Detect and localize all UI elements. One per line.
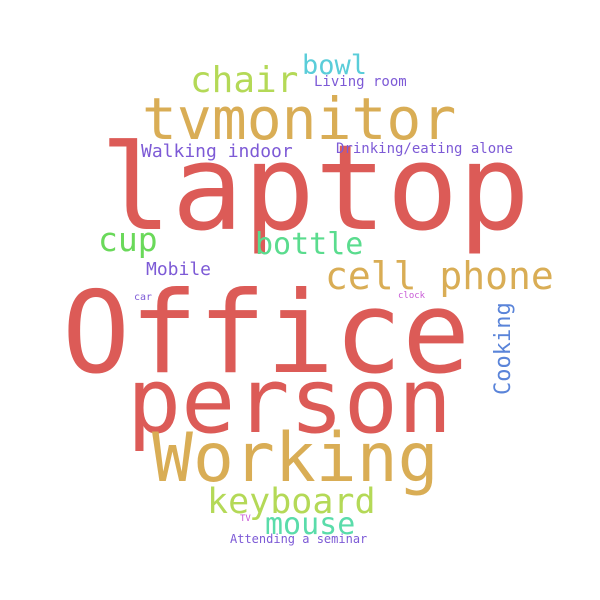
word-car: car bbox=[134, 292, 153, 303]
word-drinking-eating-alone: Drinking/eating alone bbox=[336, 141, 514, 157]
word-laptop: laptop bbox=[100, 120, 530, 258]
word-chair: chair bbox=[190, 60, 299, 101]
word-person: person bbox=[127, 349, 453, 454]
word-cup: cup bbox=[98, 220, 158, 259]
word-cooking: Cooking bbox=[491, 302, 516, 395]
word-attending-a-seminar: Attending a seminar bbox=[230, 532, 368, 546]
word-office: Office bbox=[62, 267, 471, 399]
word-walking-indoor: Walking indoor bbox=[141, 141, 293, 162]
word-keyboard: keyboard bbox=[207, 482, 376, 522]
word-bowl: bowl bbox=[302, 50, 368, 81]
word-mobile: Mobile bbox=[146, 259, 212, 280]
word-working: Working bbox=[152, 419, 439, 498]
word-bottle: bottle bbox=[255, 227, 364, 262]
word-living-room: Living room bbox=[314, 74, 407, 90]
word-clock: clock bbox=[398, 291, 426, 301]
word-mouse: mouse bbox=[265, 507, 356, 542]
word-tvmonitor: tvmonitor bbox=[142, 85, 457, 153]
word-tv: TV bbox=[240, 514, 251, 524]
word-cell-phone: cell phone bbox=[325, 254, 554, 298]
